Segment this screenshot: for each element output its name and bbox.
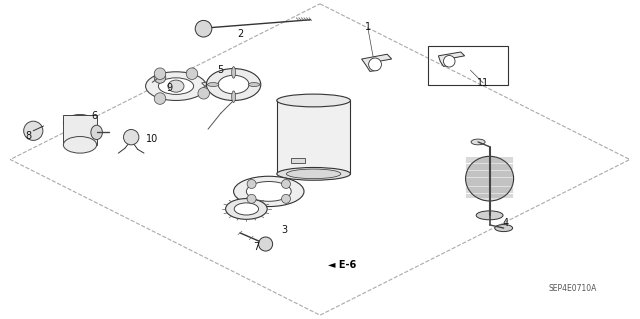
Ellipse shape	[91, 125, 102, 140]
Ellipse shape	[63, 137, 97, 153]
Polygon shape	[362, 54, 392, 71]
Text: 11: 11	[477, 78, 490, 88]
Ellipse shape	[234, 203, 259, 215]
Circle shape	[369, 58, 381, 71]
Text: 5: 5	[218, 65, 224, 75]
Circle shape	[124, 130, 139, 145]
Circle shape	[259, 237, 273, 251]
Text: 1: 1	[365, 22, 371, 32]
Ellipse shape	[206, 69, 261, 100]
Ellipse shape	[63, 115, 97, 131]
Circle shape	[444, 56, 455, 67]
Ellipse shape	[232, 67, 236, 78]
Bar	[428, 46, 508, 85]
Circle shape	[154, 68, 166, 79]
Circle shape	[154, 93, 166, 104]
Text: 3: 3	[282, 225, 288, 235]
Text: 10: 10	[146, 134, 159, 144]
Ellipse shape	[234, 176, 304, 207]
Circle shape	[247, 180, 256, 189]
Bar	[63, 115, 97, 145]
Circle shape	[198, 87, 209, 99]
Text: 9: 9	[166, 83, 173, 93]
Polygon shape	[438, 52, 465, 66]
Ellipse shape	[232, 91, 236, 102]
Ellipse shape	[159, 78, 193, 94]
Text: 8: 8	[26, 130, 32, 141]
Ellipse shape	[246, 182, 291, 201]
Ellipse shape	[466, 156, 514, 201]
Polygon shape	[202, 81, 214, 86]
Circle shape	[282, 194, 291, 203]
Circle shape	[195, 20, 212, 37]
Text: 6: 6	[92, 111, 98, 122]
Ellipse shape	[226, 198, 268, 219]
Ellipse shape	[471, 139, 485, 145]
Text: 7: 7	[253, 242, 259, 252]
Ellipse shape	[495, 225, 513, 232]
Circle shape	[282, 180, 291, 189]
Circle shape	[154, 72, 166, 83]
Ellipse shape	[277, 94, 351, 107]
Text: 4: 4	[502, 218, 509, 228]
Ellipse shape	[287, 169, 341, 179]
Ellipse shape	[248, 83, 260, 86]
Text: ◄ E-6: ◄ E-6	[328, 260, 356, 270]
Circle shape	[247, 194, 256, 203]
Ellipse shape	[146, 72, 206, 100]
Circle shape	[186, 68, 198, 79]
Text: SEP4E0710A: SEP4E0710A	[548, 284, 597, 293]
Ellipse shape	[277, 167, 351, 180]
Polygon shape	[202, 86, 214, 91]
Bar	[277, 100, 351, 174]
Bar	[291, 158, 305, 163]
Ellipse shape	[218, 75, 249, 94]
Ellipse shape	[168, 80, 184, 92]
Circle shape	[24, 121, 43, 140]
Ellipse shape	[207, 83, 219, 86]
Text: 2: 2	[237, 29, 243, 40]
Ellipse shape	[476, 211, 503, 220]
